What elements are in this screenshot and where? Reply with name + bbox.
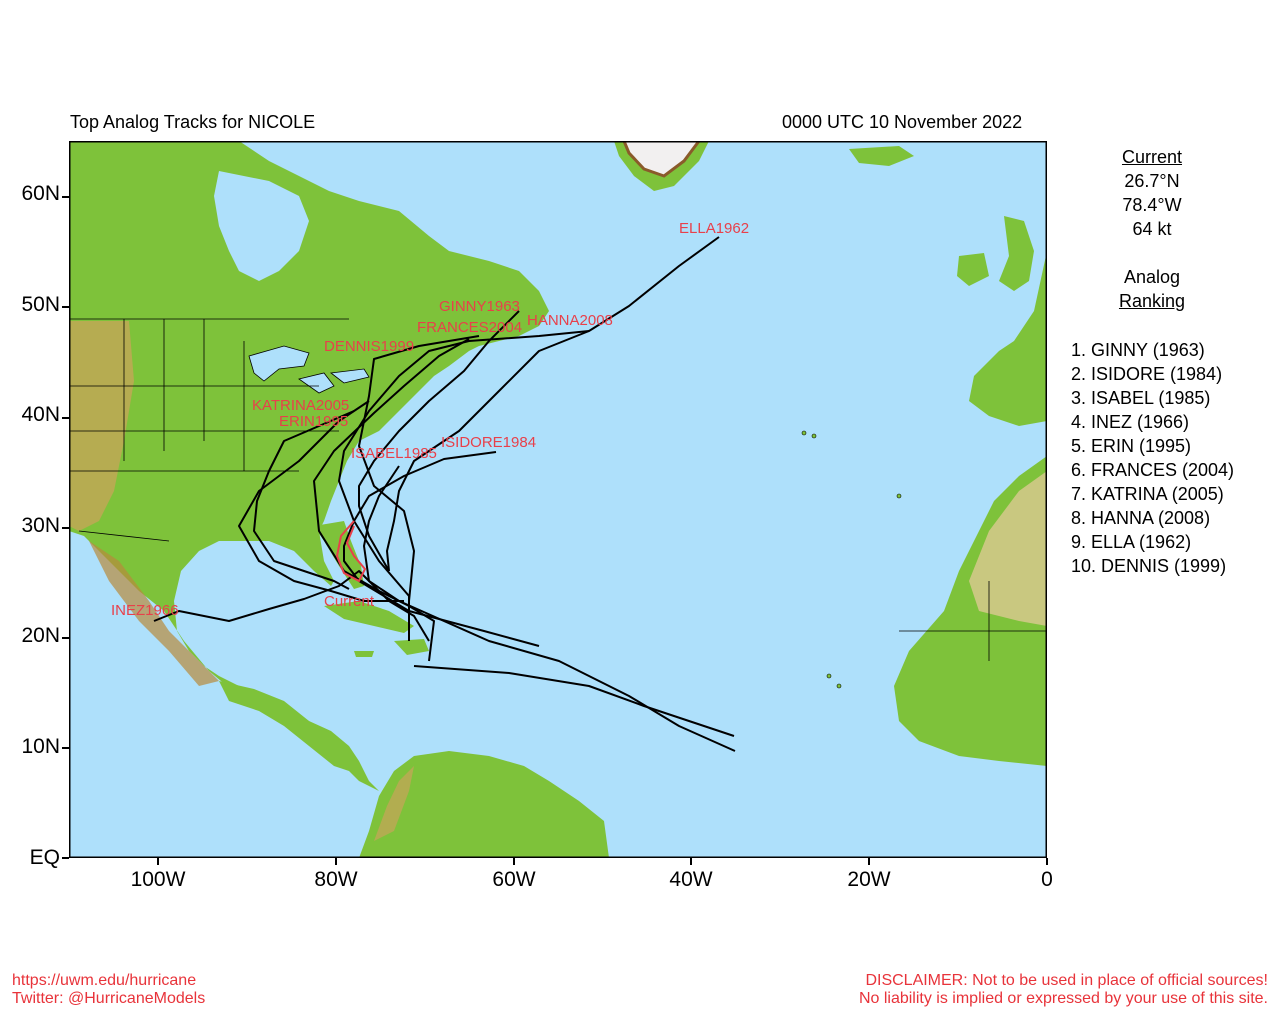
- track-isidore-1984: [343, 451, 540, 647]
- ranking-item: 7. KATRINA (2005): [1071, 484, 1224, 504]
- lon-label-0: 0: [1041, 868, 1053, 891]
- track-label-inez: INEZ1966: [111, 602, 179, 619]
- lon-label-20w: 20W: [847, 868, 891, 891]
- ireland: [957, 253, 989, 286]
- ranking-item: 3. ISABEL (1985): [1071, 388, 1211, 408]
- track-label-hanna: HANNA2008: [527, 312, 613, 329]
- cape-verde-island: [836, 683, 842, 689]
- track-ella-1962: [386, 236, 720, 572]
- footer-disclaimer: DISCLAIMER: Not to be used in place of o…: [859, 972, 1268, 1008]
- track-label-ginny: GINNY1963: [439, 298, 520, 315]
- lat-label-20n: 20N: [21, 624, 60, 647]
- western-mountains: [69, 321, 134, 531]
- analog-tracks: [153, 236, 736, 752]
- ranking-heading: Ranking: [1118, 291, 1186, 311]
- track-label-isidore: ISIDORE1984: [441, 434, 536, 451]
- jamaica: [354, 651, 374, 657]
- ranking-item: 1. GINNY (1963): [1071, 340, 1205, 360]
- track-label-isabel: ISABEL1985: [351, 445, 437, 462]
- track-katrina-2005: [253, 410, 355, 590]
- lat-label-10n: 10N: [21, 735, 60, 758]
- track-long-atlantic: [413, 665, 735, 737]
- current-heading: Current: [1121, 147, 1183, 167]
- lon-label-40w: 40W: [669, 868, 713, 891]
- current-wind: 64 kt: [1132, 219, 1172, 239]
- track-dennis-1999: [358, 335, 480, 602]
- ranking-item: 2. ISIDORE (1984): [1071, 364, 1223, 384]
- map-timestamp: 0000 UTC 10 November 2022: [782, 112, 1023, 132]
- track-label-frances: FRANCES2004: [417, 319, 522, 336]
- azores-island: [801, 430, 807, 436]
- track-inez-1966: [153, 570, 736, 752]
- map-border: [69, 141, 1047, 858]
- andes-highlands: [374, 766, 414, 841]
- track-frances-2004: [313, 338, 470, 662]
- current-map-label: Current: [324, 593, 375, 610]
- hispaniola: [394, 639, 429, 655]
- lon-label-80w: 80W: [314, 868, 358, 891]
- cuba: [324, 601, 414, 633]
- track-label-katrina: KATRINA2005: [252, 397, 349, 414]
- track-label-dennis: DENNIS1999: [324, 338, 414, 355]
- track-label-ella: ELLA1962: [679, 220, 749, 237]
- greenland-ice: [622, 141, 701, 178]
- track-label-erin: ERIN1995: [279, 413, 348, 430]
- analog-heading: Analog: [1123, 267, 1181, 287]
- disclaimer-line-1: DISCLAIMER: Not to be used in place of o…: [865, 972, 1268, 989]
- track-isabel-1985: [363, 465, 430, 642]
- british-isles: [999, 216, 1034, 291]
- ranking-item: 8. HANNA (2008): [1071, 508, 1211, 528]
- madeira-island: [896, 493, 902, 499]
- current-longitude: 78.4°W: [1122, 195, 1182, 215]
- track-ginny-1963: [358, 310, 520, 572]
- current-position-marker: [335, 520, 367, 583]
- track-hanna-2008: [338, 330, 590, 641]
- mexico-highlands: [89, 541, 219, 686]
- disclaimer-line-2: No liability is implied or expressed by …: [858, 990, 1268, 1007]
- lat-label-50n: 50N: [21, 293, 60, 316]
- footer-credits: https://uwm.edu/hurricane Twitter: @Hurr…: [12, 972, 205, 1008]
- ranking-item: 9. ELLA (1962): [1071, 532, 1192, 552]
- lat-label-30n: 30N: [21, 514, 60, 537]
- current-info-panel: Current 26.7°N 78.4°W 64 kt Analog Ranki…: [1092, 145, 1212, 313]
- analog-ranking-list: 1. GINNY (1963) 2. ISIDORE (1984) 3. ISA…: [1071, 338, 1234, 578]
- ranking-item: 10. DENNIS (1999): [1071, 556, 1227, 576]
- azores-island: [811, 433, 817, 439]
- footer-twitter[interactable]: Twitter: @HurricaneModels: [12, 990, 206, 1007]
- political-borders: [69, 318, 1047, 661]
- lon-label-60w: 60W: [492, 868, 536, 891]
- ranking-item: 5. ERIN (1995): [1071, 436, 1192, 456]
- current-latitude: 26.7°N: [1124, 171, 1180, 191]
- track-erin-1995: [238, 400, 404, 602]
- lat-label-eq: EQ: [29, 846, 60, 869]
- lat-label-40n: 40N: [21, 403, 60, 426]
- cape-verde-island: [826, 673, 832, 679]
- footer-url[interactable]: https://uwm.edu/hurricane: [12, 972, 197, 989]
- ranking-item: 6. FRANCES (2004): [1071, 460, 1235, 480]
- map-panel: ELLA1962 GINNY1963 FRANCES2004 HANNA2008…: [69, 141, 1047, 858]
- map-title: Top Analog Tracks for NICOLE: [70, 112, 316, 132]
- north-america-landmass: [69, 141, 549, 791]
- hudson-bay: [214, 171, 309, 281]
- sahara-desert: [969, 471, 1047, 626]
- lon-label-100w: 100W: [130, 868, 186, 891]
- south-america: [359, 751, 609, 858]
- central-america: [219, 681, 349, 771]
- ranking-item: 4. INEZ (1966): [1071, 412, 1190, 432]
- western-europe: [969, 251, 1047, 426]
- iceland: [849, 146, 914, 166]
- great-lakes: [248, 345, 370, 394]
- lat-label-60n: 60N: [21, 182, 60, 205]
